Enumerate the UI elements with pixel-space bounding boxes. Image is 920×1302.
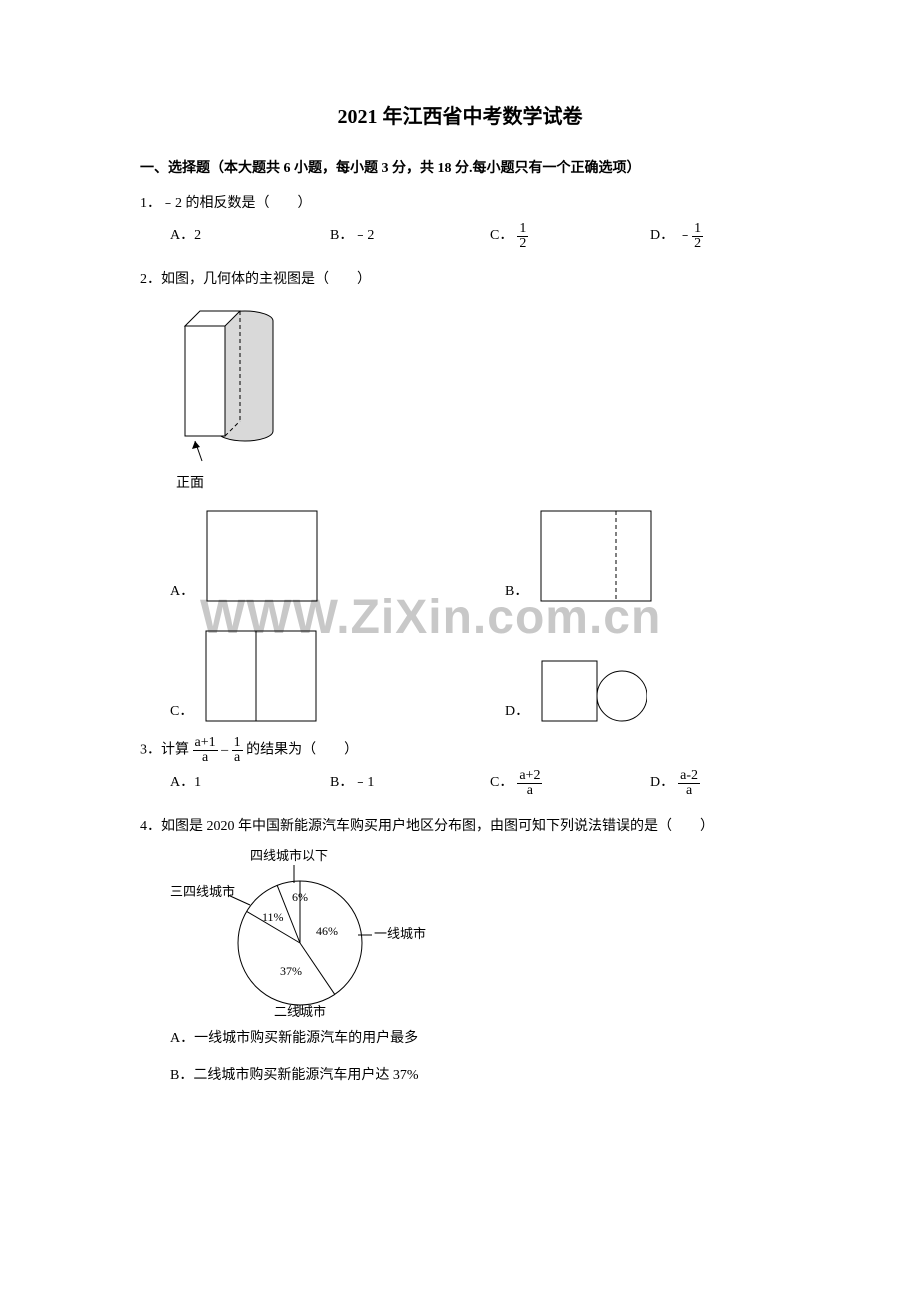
fraction: 1 a [232,736,243,765]
pie-val-34: 11% [262,910,284,924]
pie-val-below4: 6% [292,890,308,904]
fraction: 1 2 [517,222,528,251]
q2-text: 2．如图，几何体的主视图是（ ） [140,272,371,287]
q1-option-b: B．﹣2 [330,222,480,251]
q2-geometry-figure: 正面 [170,301,780,498]
q2-option-d: D． [505,626,780,726]
fraction: a+2 a [517,769,542,798]
q3-option-a: A．1 [170,769,320,798]
pie-val-1: 46% [316,924,338,938]
pie-label-34: 三四线城市 [170,884,235,899]
question-1: 1．﹣2 的相反数是（ ） A．2 B．﹣2 C． 1 2 D． ﹣ 1 2 [140,191,780,257]
q2-optA-icon [202,506,322,606]
pie-chart-icon: 6% 11% 37% 46% 四线城市以下 三四线城市 二线城市 一线城市 [170,848,430,1018]
fraction: a+1 a [193,736,218,765]
q2-optD-icon [537,656,647,726]
pie-label-2: 二线城市 [274,1004,326,1018]
q1-option-c: C． 1 2 [490,222,640,251]
q2-optB-icon [536,506,656,606]
fraction: a-2 a [678,769,700,798]
question-2: 2．如图，几何体的主视图是（ ） [140,267,780,726]
q3-option-c: C． a+2 a [490,769,640,798]
q3-option-b: B．﹣1 [330,769,480,798]
front-label: 正面 [176,471,780,498]
q1-option-d: D． ﹣ 1 2 [650,222,750,251]
q1-option-a: A．2 [170,222,320,251]
question-4: 4．如图是 2020 年中国新能源汽车购买用户地区分布图，由图可知下列说法错误的… [140,814,780,1090]
q3-option-d: D． a-2 a [650,769,750,798]
page-title: 2021 年江西省中考数学试卷 [140,100,780,129]
q4-option-a: A．一线城市购买新能源汽车的用户最多 [170,1026,780,1053]
geometry-icon [170,301,280,471]
section-heading: 一、选择题（本大题共 6 小题，每小题 3 分，共 18 分.每小题只有一个正确… [140,157,780,177]
q2-option-b: B． [505,506,780,606]
q4-pie-figure: 6% 11% 37% 46% 四线城市以下 三四线城市 二线城市 一线城市 [170,848,780,1018]
q1-text: 1．﹣2 的相反数是（ ） [140,196,312,211]
question-3: 3．计算 a+1 a – 1 a 的结果为（ ） A．1 B．﹣1 C． a+2… [140,736,780,804]
pie-val-2: 37% [280,964,302,978]
fraction: 1 2 [692,222,703,251]
pie-label-below4: 四线城市以下 [250,848,328,863]
q4-option-b: B．二线城市购买新能源汽车用户达 37% [170,1063,780,1090]
pie-label-1: 一线城市 [374,926,426,941]
q2-option-a: A． [170,506,445,606]
q4-text: 4．如图是 2020 年中国新能源汽车购买用户地区分布图，由图可知下列说法错误的… [140,819,714,834]
q2-optC-icon [201,626,321,726]
q2-option-c: C． [170,626,445,726]
